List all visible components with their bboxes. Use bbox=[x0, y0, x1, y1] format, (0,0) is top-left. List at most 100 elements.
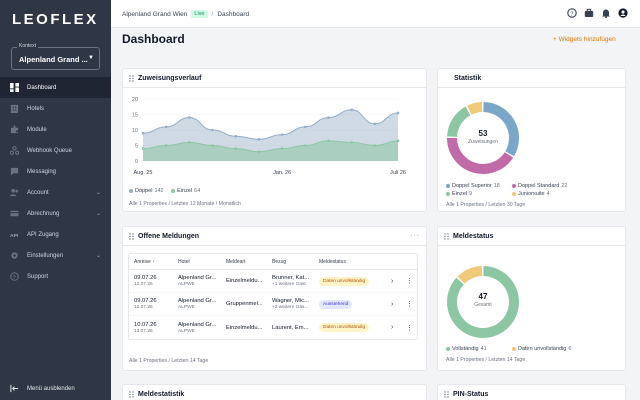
collapse-icon bbox=[10, 384, 19, 393]
card-title: Meldestatistik bbox=[138, 390, 185, 398]
drag-handle-icon[interactable] bbox=[129, 390, 134, 398]
data-point[interactable] bbox=[373, 144, 377, 147]
report-status-slice[interactable] bbox=[447, 266, 519, 338]
drag-handle-icon[interactable] bbox=[129, 232, 134, 240]
sidebar-item-abrechnung[interactable]: Abrechnung ⌄ bbox=[0, 203, 111, 224]
table-row[interactable]: 10.07.26 13.07.26 Alpenland Gr... ALPWE Ei… bbox=[129, 316, 417, 339]
row-menu-icon[interactable]: ⋮ bbox=[406, 324, 413, 332]
y-tick-label: 10 bbox=[132, 128, 138, 134]
sidebar-item-module[interactable]: Module bbox=[0, 119, 111, 140]
sidebar-item-support[interactable]: ? Support bbox=[0, 266, 111, 287]
column-header-meldeart[interactable]: Meldeart bbox=[226, 258, 246, 265]
breadcrumb-page: Dashboard bbox=[217, 10, 250, 18]
legend-item-unvollstaendig[interactable]: Daten unvollständig 6 bbox=[512, 346, 571, 352]
user-avatar-icon[interactable] bbox=[618, 8, 628, 18]
chevron-right-icon[interactable]: › bbox=[391, 300, 394, 308]
svg-text:?: ? bbox=[570, 11, 573, 17]
legend-item-doppel[interactable]: Doppel 142 bbox=[129, 188, 164, 194]
puzzle-icon bbox=[10, 125, 19, 134]
report-status-slice[interactable] bbox=[457, 266, 483, 284]
data-point[interactable] bbox=[396, 111, 400, 115]
help-icon[interactable]: ? bbox=[567, 8, 577, 18]
column-header-anreise[interactable]: Anreise ↑ bbox=[134, 258, 155, 265]
sidebar-item-label: Module bbox=[27, 126, 47, 133]
data-point[interactable] bbox=[188, 116, 191, 119]
building-icon bbox=[10, 104, 19, 113]
sidebar-item-einstellungen[interactable]: Einstellungen ⌄ bbox=[0, 245, 111, 266]
sidebar-item-hotels[interactable]: Hotels bbox=[0, 98, 111, 119]
column-header-hotel[interactable]: Hotel bbox=[178, 258, 190, 265]
donut-total-label: Gesamt bbox=[474, 302, 492, 308]
briefcase-icon[interactable] bbox=[584, 8, 594, 18]
data-point[interactable] bbox=[211, 128, 214, 132]
data-point[interactable] bbox=[141, 131, 145, 135]
page-title: Dashboard bbox=[122, 32, 185, 46]
sidebar-item-webhook-queue[interactable]: Webhook Queue bbox=[0, 140, 111, 161]
brand-logo[interactable]: LEOFLEX bbox=[12, 11, 99, 28]
sidebar-item-api-zugang[interactable]: API API Zugang bbox=[0, 224, 111, 245]
sidebar-item-dashboard[interactable]: Dashboard bbox=[0, 77, 111, 98]
hide-menu-button[interactable]: Menü ausblenden bbox=[10, 384, 75, 393]
sidebar-item-messaging[interactable]: Messaging bbox=[0, 161, 111, 182]
y-tick-label: 20 bbox=[132, 97, 138, 103]
statistics-donut-chart bbox=[447, 102, 519, 174]
sidebar-item-account[interactable]: Account ⌄ bbox=[0, 182, 111, 203]
data-point[interactable] bbox=[280, 133, 284, 136]
row-menu-icon[interactable]: ⋮ bbox=[406, 278, 413, 285]
legend-item-doppel-standard[interactable]: Doppel Standard 22 bbox=[512, 182, 567, 190]
reports-table: Anreise ↑ Hotel Meldeart Bezug Meldestat… bbox=[128, 253, 418, 340]
data-point[interactable] bbox=[396, 139, 400, 143]
data-point[interactable] bbox=[164, 125, 168, 129]
statistics-slice[interactable] bbox=[447, 106, 471, 138]
sidebar-item-label: API Zugang bbox=[27, 231, 59, 238]
report-status-donut-chart bbox=[447, 266, 519, 338]
row-menu-icon[interactable]: ⋮ bbox=[406, 301, 413, 308]
bell-icon[interactable] bbox=[601, 8, 611, 18]
data-point[interactable] bbox=[234, 134, 238, 138]
data-point[interactable] bbox=[141, 147, 145, 150]
data-point[interactable] bbox=[303, 144, 307, 147]
table-row[interactable]: 09.07.26 12.07.26 Alpenland Gr... ALPWE Ei… bbox=[129, 270, 417, 293]
data-point[interactable] bbox=[164, 144, 168, 147]
chevron-down-icon: ⌄ bbox=[95, 190, 101, 196]
drag-handle-icon[interactable] bbox=[444, 232, 449, 240]
data-point[interactable] bbox=[257, 150, 261, 153]
data-point[interactable] bbox=[327, 116, 330, 119]
add-widget-button[interactable]: + Widgets hinzufügen bbox=[553, 36, 616, 43]
data-point[interactable] bbox=[257, 138, 261, 141]
more-options-icon[interactable]: ··· bbox=[410, 232, 420, 239]
legend-dot bbox=[446, 183, 450, 188]
legend-item-juniorsuite[interactable]: Juniorsuite 4 bbox=[512, 190, 550, 198]
data-point[interactable] bbox=[303, 125, 307, 129]
data-point[interactable] bbox=[350, 141, 353, 144]
statistics-slice[interactable] bbox=[483, 102, 519, 157]
type-cell: Gruppenmel... bbox=[226, 301, 263, 307]
legend-item-einzel[interactable]: Einzel 64 bbox=[171, 188, 200, 194]
data-point[interactable] bbox=[188, 141, 191, 144]
sidebar-item-label: Account bbox=[27, 189, 49, 196]
context-selector[interactable]: Kontext Alpenland Grand ... ▼ bbox=[11, 43, 100, 70]
data-point[interactable] bbox=[211, 144, 214, 147]
data-point[interactable] bbox=[280, 147, 284, 150]
breadcrumb-hotel[interactable]: Alpenland Grand Wien bbox=[122, 10, 188, 18]
legend-item-vollstaendig[interactable]: Vollständig 41 bbox=[446, 346, 487, 352]
card-header: Offene Meldungen ··· bbox=[123, 227, 426, 246]
data-point[interactable] bbox=[327, 139, 330, 143]
statistics-slice[interactable] bbox=[447, 137, 514, 174]
statistics-slice[interactable] bbox=[467, 102, 483, 115]
card-footer: Alle 1 Properties / Letzten 12 Monate / … bbox=[129, 201, 241, 207]
legend-item-doppel-superior[interactable]: Doppel Superior 18 Doppel Standard 22 bbox=[446, 182, 567, 190]
dashboard-icon bbox=[10, 83, 19, 92]
column-header-bezug[interactable]: Bezug bbox=[272, 258, 287, 265]
chevron-right-icon[interactable]: › bbox=[391, 277, 394, 285]
drag-handle-icon[interactable] bbox=[444, 390, 449, 398]
drag-handle-icon[interactable] bbox=[129, 74, 134, 82]
column-header-meldestatus[interactable]: Meldestatus bbox=[319, 258, 346, 265]
data-point[interactable] bbox=[234, 147, 238, 150]
data-point[interactable] bbox=[373, 122, 377, 126]
chevron-right-icon[interactable]: › bbox=[391, 324, 394, 331]
data-point[interactable] bbox=[350, 108, 353, 112]
sidebar-item-label: Messaging bbox=[27, 168, 57, 175]
legend-item-einzel[interactable]: Einzel 9 Juniorsuite 4 bbox=[446, 190, 550, 198]
table-row[interactable]: 09.07.26 12.07.26 Alpenland Gr... ALPWE Gr… bbox=[129, 293, 417, 316]
